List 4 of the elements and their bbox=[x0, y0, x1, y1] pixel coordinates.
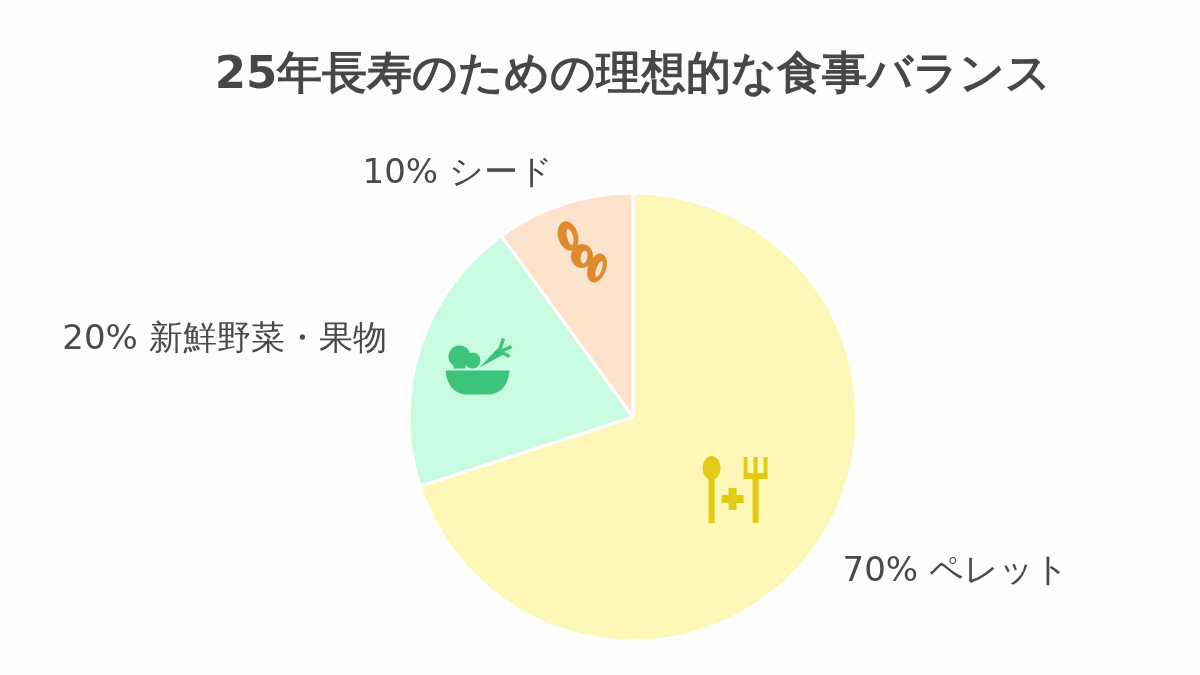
label: 70% ペレット bbox=[842, 549, 1069, 590]
label: 20% 新鮮野菜・果物 bbox=[62, 316, 387, 357]
title: 25年長寿のための理想的な食事バランス bbox=[214, 46, 1052, 99]
label: 10% シード bbox=[362, 150, 553, 191]
